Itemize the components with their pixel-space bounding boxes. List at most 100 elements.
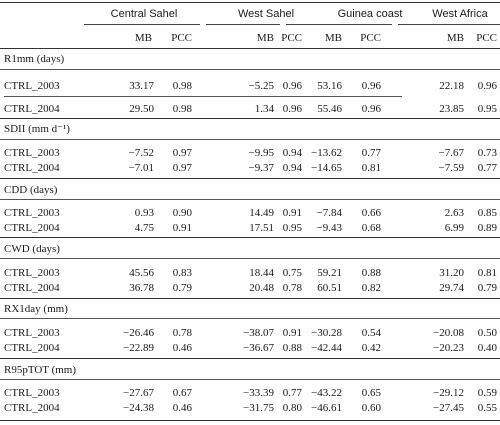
bottom-rule (0, 420, 500, 421)
section-top-rule (0, 178, 500, 179)
group-rule-central-sahel (84, 24, 200, 25)
cell-value: 0.89 (477, 222, 497, 234)
cell-value: 0.60 (361, 402, 381, 414)
section-top-rule (0, 118, 500, 119)
cell-value: 0.65 (361, 387, 381, 399)
cell-value: −7.01 (128, 162, 154, 174)
cell-value: 33.17 (129, 80, 154, 92)
cell-value: −29.12 (433, 387, 464, 399)
cell-value: 0.77 (361, 147, 381, 159)
cell-value: −33.39 (243, 387, 274, 399)
cell-value: 6.99 (444, 222, 464, 234)
row-label: CTRL_2004 (4, 103, 60, 115)
cell-value: −27.45 (433, 402, 464, 414)
cell-value: 29.74 (439, 282, 464, 294)
cell-value: 0.68 (361, 222, 381, 234)
cell-value: 0.95 (477, 103, 497, 115)
cell-value: 0.73 (477, 147, 497, 159)
cell-value: 0.40 (477, 342, 497, 354)
section-rule (0, 379, 500, 380)
cell-value: 0.90 (172, 207, 192, 219)
cell-value: 0.81 (361, 162, 381, 174)
cell-value: −9.37 (248, 162, 274, 174)
cell-value: 4.75 (134, 222, 154, 234)
section-title: R1mm (days) (4, 53, 65, 65)
cell-value: 0.77 (477, 162, 497, 174)
cell-value: 0.83 (172, 267, 192, 279)
cell-value: 0.96 (282, 80, 302, 92)
row-label: CTRL_2003 (4, 80, 60, 92)
cell-value: −38.07 (243, 327, 274, 339)
cell-value: −9.43 (316, 222, 342, 234)
cell-value: 0.67 (172, 387, 192, 399)
cell-value: 31.20 (439, 267, 464, 279)
section-title: CWD (days) (4, 243, 60, 255)
cell-value: 0.59 (477, 387, 497, 399)
section-title: SDII (mm d⁻¹) (4, 123, 70, 135)
cell-value: 0.80 (282, 402, 302, 414)
cell-value: −42.44 (311, 342, 342, 354)
cell-value: 0.93 (134, 207, 154, 219)
group-header-west-africa: West Africa (432, 8, 488, 20)
cell-value: 14.49 (249, 207, 274, 219)
cell-value: 29.50 (129, 103, 154, 115)
row-label: CTRL_2003 (4, 207, 60, 219)
col-header-mb: MB (324, 32, 342, 44)
cell-value: −20.23 (433, 342, 464, 354)
section-title: CDD (days) (4, 184, 58, 196)
group-rule-west-africa (398, 24, 500, 25)
row-label: CTRL_2004 (4, 162, 60, 174)
row-label: CTRL_2004 (4, 282, 60, 294)
top-rule (0, 2, 500, 3)
section-title: R95pTOT (mm) (4, 364, 77, 376)
cell-value: −7.84 (316, 207, 342, 219)
cell-value: 0.81 (477, 267, 497, 279)
cell-value: 0.78 (172, 327, 192, 339)
cell-value: 0.96 (477, 80, 497, 92)
cell-value: −43.22 (311, 387, 342, 399)
cell-value: 17.51 (249, 222, 274, 234)
cell-value: 0.79 (477, 282, 497, 294)
section-top-rule (0, 298, 500, 299)
cell-value: −7.52 (128, 147, 154, 159)
cell-value: −27.67 (123, 387, 154, 399)
cell-value: 36.78 (129, 282, 154, 294)
cell-value: 0.91 (172, 222, 192, 234)
cell-value: 59.21 (317, 267, 342, 279)
cell-value: 0.75 (282, 267, 302, 279)
group-rule-guinea-coast (286, 24, 392, 25)
cell-value: −36.67 (243, 342, 274, 354)
cell-value: −14.65 (311, 162, 342, 174)
cell-value: 0.82 (361, 282, 381, 294)
cell-value: 0.46 (172, 402, 192, 414)
cell-value: 55.46 (317, 103, 342, 115)
cell-value: 2.63 (444, 207, 464, 219)
cell-value: 0.94 (282, 147, 302, 159)
cell-value: 22.18 (439, 80, 464, 92)
group-header-central-sahel: Central Sahel (110, 8, 178, 20)
section-title: RX1day (mm) (4, 303, 68, 315)
cell-value: −22.89 (123, 342, 154, 354)
cell-value: 18.44 (249, 267, 274, 279)
row-label: CTRL_2003 (4, 327, 60, 339)
row-label: CTRL_2003 (4, 267, 60, 279)
cell-value: −30.28 (311, 327, 342, 339)
section-rule (0, 139, 500, 140)
cell-value: −13.62 (311, 147, 342, 159)
group-header-guinea-coast: Guinea coast (337, 8, 403, 20)
col-header-pcc: PCC (360, 32, 381, 44)
cell-value: −26.46 (123, 327, 154, 339)
cell-value: 0.97 (172, 162, 192, 174)
row-label: CTRL_2004 (4, 402, 60, 414)
row-rule (4, 96, 402, 97)
cell-value: 0.88 (282, 342, 302, 354)
cell-value: 20.48 (249, 282, 274, 294)
cell-value: 0.94 (282, 162, 302, 174)
cell-value: 0.96 (282, 103, 302, 115)
col-header-mb: MB (134, 32, 152, 44)
cell-value: 0.77 (282, 387, 302, 399)
section-rule (0, 199, 500, 200)
row-label: CTRL_2003 (4, 147, 60, 159)
header-bottom-rule (0, 48, 500, 49)
cell-value: 23.85 (439, 103, 464, 115)
